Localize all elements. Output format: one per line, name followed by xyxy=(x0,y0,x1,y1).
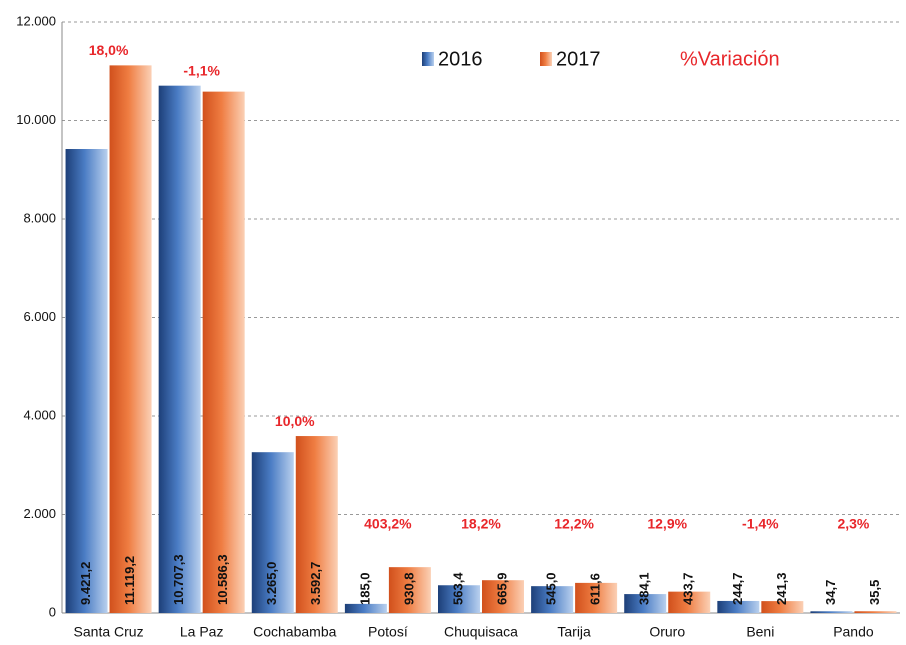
bar xyxy=(388,567,431,613)
bar xyxy=(531,586,574,613)
x-tick-label: Potosí xyxy=(368,624,408,640)
bar xyxy=(810,611,853,613)
variation-label: 18,2% xyxy=(461,516,501,532)
value-label: 11.119,2 xyxy=(122,556,137,605)
value-label: 9.421,2 xyxy=(78,562,93,605)
legend-label: %Variación xyxy=(680,48,780,70)
variation-label: 2,3% xyxy=(837,516,869,532)
variation-label: 18,0% xyxy=(89,42,129,58)
value-label: 611,6 xyxy=(588,573,603,605)
bar xyxy=(717,600,760,613)
bar xyxy=(295,436,338,613)
variation-label: -1,1% xyxy=(183,62,220,78)
x-tick-label: Oruro xyxy=(649,624,685,640)
legend-swatch xyxy=(422,52,434,66)
y-tick-label: 10.000 xyxy=(16,112,56,127)
value-label: 10.586,3 xyxy=(215,554,230,605)
value-label: 665,9 xyxy=(494,572,509,605)
y-tick-label: 6.000 xyxy=(23,309,56,324)
bar xyxy=(438,585,480,613)
x-tick-label: Cochabamba xyxy=(253,624,336,640)
bar xyxy=(482,580,524,613)
x-tick-label: Pando xyxy=(833,624,874,640)
x-tick-label: Chuquisaca xyxy=(444,624,518,640)
value-label: 10.707,3 xyxy=(171,554,186,605)
bar xyxy=(202,91,245,613)
y-tick-label: 8.000 xyxy=(23,210,56,225)
legend-label: 2017 xyxy=(556,48,601,70)
bar xyxy=(668,591,711,613)
value-label: 185,0 xyxy=(357,572,372,605)
value-label: 563,4 xyxy=(450,572,465,605)
y-tick-label: 2.000 xyxy=(23,506,56,521)
bar xyxy=(575,582,618,613)
legend-swatch xyxy=(540,52,552,66)
variation-label: 10,0% xyxy=(275,413,315,429)
value-label: 35,5 xyxy=(867,580,882,605)
y-tick-label: 12.000 xyxy=(16,13,56,28)
bar xyxy=(344,603,387,613)
value-label: 3.592,7 xyxy=(308,562,323,605)
bar xyxy=(251,452,294,613)
value-label: 241,3 xyxy=(774,572,789,605)
bar xyxy=(761,601,804,613)
x-tick-label: Beni xyxy=(746,624,774,640)
x-tick-label: Santa Cruz xyxy=(74,624,144,640)
bar xyxy=(158,85,201,614)
bar xyxy=(65,149,108,613)
x-tick-label: Tarija xyxy=(557,624,591,640)
variation-label: -1,4% xyxy=(742,516,779,532)
value-label: 3.265,0 xyxy=(264,562,279,605)
bar xyxy=(854,611,897,613)
value-label: 433,7 xyxy=(681,572,696,605)
variation-label: 12,2% xyxy=(554,516,594,532)
value-label: 244,7 xyxy=(730,572,745,605)
legend-label: 2016 xyxy=(438,48,483,70)
bar xyxy=(109,65,152,614)
variation-label: 403,2% xyxy=(364,516,412,532)
value-label: 384,1 xyxy=(637,572,652,605)
value-label: 545,0 xyxy=(544,572,559,605)
variation-label: 12,9% xyxy=(647,516,687,532)
value-label: 930,8 xyxy=(401,572,416,605)
bar xyxy=(624,594,667,613)
x-tick-label: La Paz xyxy=(180,624,224,640)
y-tick-label: 0 xyxy=(49,604,56,619)
y-tick-label: 4.000 xyxy=(23,407,56,422)
value-label: 34,7 xyxy=(823,580,838,605)
